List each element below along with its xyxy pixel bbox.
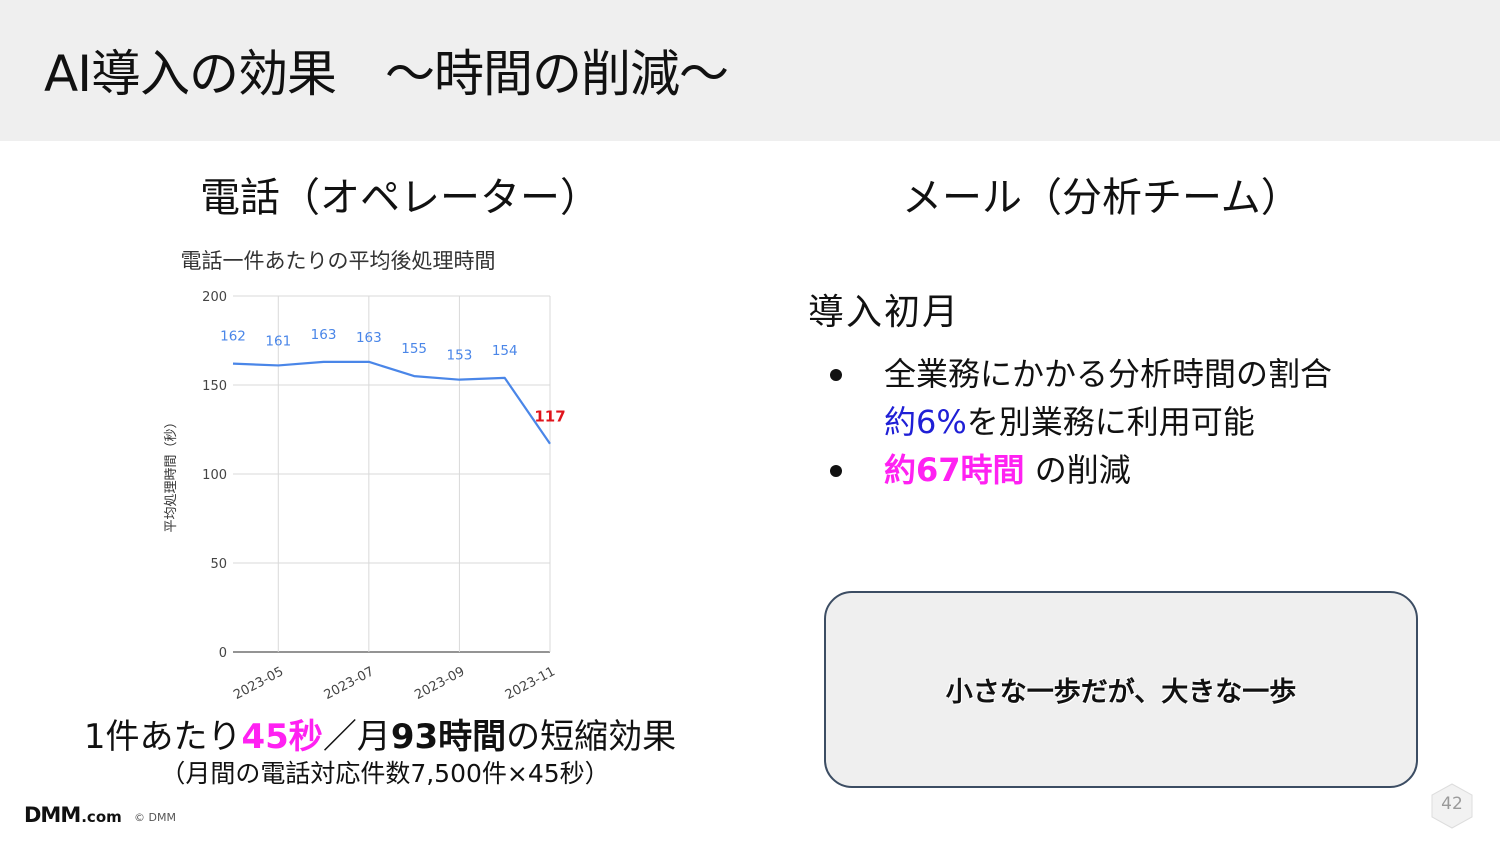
header-band	[0, 0, 1500, 141]
ratio-rest: を別業務に利用可能	[966, 403, 1255, 441]
data-label: 153	[447, 348, 473, 364]
y-tick-label: 0	[219, 646, 227, 661]
summary-text-1: 1件あたり	[83, 717, 242, 757]
bullet-ratio-line2: 約6%を別業務に利用可能	[884, 398, 1450, 446]
bullet-hours-line: 約67時間 の削減	[884, 446, 1450, 494]
hours-highlight: 約67時間	[884, 451, 1025, 489]
phone-summary: 1件あたり45秒／月93時間の短縮効果	[0, 715, 760, 759]
x-tick-label: 2023-09	[412, 664, 467, 703]
email-bullet-list: 全業務にかかる分析時間の割合 約6%を別業務に利用可能 約67時間 の削減	[830, 350, 1450, 494]
data-label: 161	[265, 333, 291, 349]
bullet-item-hours: 約67時間 の削減	[830, 446, 1450, 494]
y-tick-label: 100	[202, 468, 227, 483]
bullet-dot-icon	[830, 465, 842, 477]
data-label: 163	[311, 327, 337, 343]
phone-chart: 電話一件あたりの平均後処理時間 0 50 100 150 200 2023-05 2023-0…	[155, 240, 585, 710]
copyright-text: © DMM	[134, 811, 176, 824]
data-label: 162	[220, 329, 246, 345]
summary-text-3: の短縮効果	[506, 717, 677, 757]
hours-rest: の削減	[1034, 451, 1131, 489]
y-axis-label: 平均処理時間（秒）	[164, 415, 179, 532]
summary-hours: 93時間	[390, 717, 507, 757]
chart-title: 電話一件あたりの平均後処理時間	[181, 249, 496, 273]
logo-main-text: DMM	[24, 803, 81, 827]
logo-suffix-text: .com	[81, 808, 122, 826]
phone-operator-heading: 電話（オペレーター）	[200, 175, 600, 221]
hexagon-icon	[1431, 783, 1473, 829]
phone-summary-sub: （月間の電話対応件数7,500件×45秒）	[160, 759, 610, 788]
first-month-label: 導入初月	[808, 292, 961, 333]
callout-text: 小さな一歩だが、大きな一歩	[945, 677, 1297, 708]
y-tick-label: 150	[202, 379, 227, 394]
y-tick-label: 50	[210, 557, 227, 572]
data-label: 155	[401, 341, 427, 357]
bullet-ratio-line1: 全業務にかかる分析時間の割合	[884, 355, 1333, 393]
series-line	[232, 360, 551, 445]
x-tick-label: 2023-07	[322, 664, 377, 703]
x-tick-label: 2023-05	[231, 664, 286, 703]
line-chart: 電話一件あたりの平均後処理時間 0 50 100 150 200 2023-05 2023-0…	[164, 249, 566, 703]
bullet-dot-icon	[830, 369, 842, 381]
page-number: 42	[1441, 794, 1463, 814]
callout-box: 小さな一歩だが、大きな一歩	[824, 591, 1418, 788]
data-label-highlight: 117	[534, 408, 565, 426]
summary-text-2: ／月	[322, 717, 391, 757]
x-tick-label: 2023-11	[503, 664, 558, 703]
bullet-item-ratio: 全業務にかかる分析時間の割合 約6%を別業務に利用可能	[830, 350, 1450, 446]
email-analysis-heading: メール（分析チーム）	[902, 175, 1301, 221]
data-label: 154	[492, 343, 518, 359]
slide-title: AI導入の効果 ～時間の削減～	[44, 45, 729, 103]
summary-seconds: 45秒	[241, 717, 323, 757]
y-tick-label: 200	[202, 290, 227, 305]
ratio-highlight: 約6%	[884, 403, 967, 441]
dmm-logo: DMM .com	[24, 803, 122, 827]
data-label: 163	[356, 330, 382, 346]
